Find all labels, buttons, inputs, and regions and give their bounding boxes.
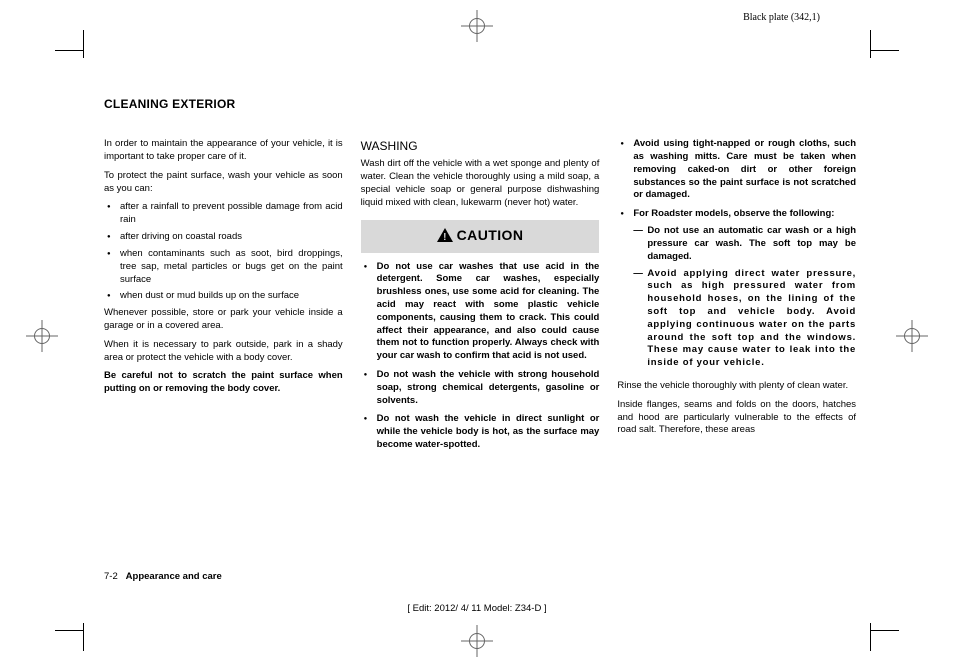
c1-b1: after a rainfall to prevent possible dam… — [104, 201, 343, 227]
reg-mark-top — [461, 10, 493, 42]
c2-caution-list: Do not use car washes that use acid in t… — [361, 261, 600, 452]
c3-dash-list: Do not use an automatic car wash or a hi… — [633, 225, 856, 370]
c3-roadster-intro: For Roadster models, observe the followi… — [633, 208, 834, 219]
reg-mark-left — [26, 320, 58, 352]
c3-d1: Do not use an automatic car wash or a hi… — [633, 225, 856, 263]
footer-edit-line: [ Edit: 2012/ 4/ 11 Model: Z34-D ] — [0, 603, 954, 614]
footer-left: 7-2 Appearance and care — [104, 571, 222, 582]
c3-p2: Inside flanges, seams and folds on the d… — [617, 399, 856, 437]
plate-label: Black plate (342,1) — [743, 12, 820, 23]
c3-roadster: For Roadster models, observe the followi… — [617, 208, 856, 370]
reg-mark-bottom — [461, 625, 493, 657]
c2-c3: Do not wash the vehicle in direct sunlig… — [361, 413, 600, 451]
c2-c1: Do not use car washes that use acid in t… — [361, 261, 600, 364]
reg-mark-right — [896, 320, 928, 352]
section-title: CLEANING EXTERIOR — [104, 96, 856, 112]
c3-p1: Rinse the vehicle thoroughly with plenty… — [617, 380, 856, 393]
c1-b2: after driving on coastal roads — [104, 231, 343, 244]
c1-b4: when dust or mud builds up on the surfac… — [104, 290, 343, 303]
c2-p1: Wash dirt off the vehicle with a wet spo… — [361, 158, 600, 209]
c3-d2: Avoid applying direct water pressure, su… — [633, 268, 856, 371]
caution-label: CAUTION — [457, 227, 524, 243]
column-2: WASHING Wash dirt off the vehicle with a… — [361, 138, 600, 458]
page-number: 7-2 — [104, 571, 118, 582]
c1-p4: When it is necessary to park outside, pa… — [104, 339, 343, 365]
c1-p5: Be careful not to scratch the paint surf… — [104, 370, 343, 396]
c1-b3: when contaminants such as soot, bird dro… — [104, 248, 343, 286]
c2-c2: Do not wash the vehicle with strong hous… — [361, 369, 600, 407]
column-1: In order to maintain the appearance of y… — [104, 138, 343, 458]
c1-p3: Whenever possible, store or park your ve… — [104, 307, 343, 333]
svg-text:!: ! — [443, 232, 447, 242]
washing-subhead: WASHING — [361, 138, 600, 154]
footer-section: Appearance and care — [126, 571, 222, 582]
c1-bullets: after a rainfall to prevent possible dam… — [104, 201, 343, 303]
c3-c1: Avoid using tight-napped or rough cloths… — [617, 138, 856, 202]
c3-caution-list: Avoid using tight-napped or rough cloths… — [617, 138, 856, 370]
warning-icon: ! — [437, 228, 453, 247]
c1-p2: To protect the paint surface, wash your … — [104, 170, 343, 196]
column-3: Avoid using tight-napped or rough cloths… — [617, 138, 856, 458]
caution-heading: ! CAUTION — [361, 220, 600, 253]
c1-p1: In order to maintain the appearance of y… — [104, 138, 343, 164]
